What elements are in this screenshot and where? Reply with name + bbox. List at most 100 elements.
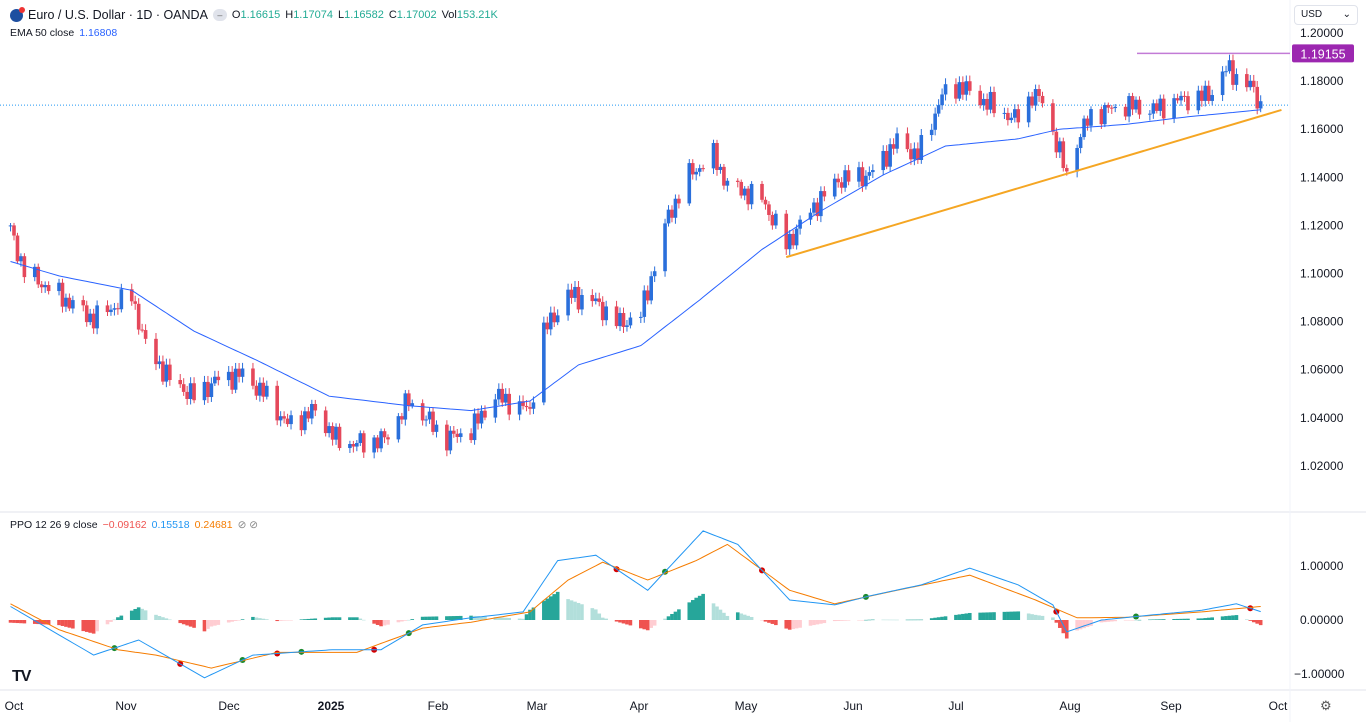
- ppo-histogram-bar: [787, 620, 792, 630]
- candle-body: [808, 212, 813, 220]
- settings-gear-icon[interactable]: ⚙: [1320, 698, 1332, 713]
- candle-body: [933, 113, 937, 130]
- ppo-histogram-bar: [240, 619, 245, 620]
- currency-select[interactable]: USD ⌄: [1294, 5, 1358, 25]
- ppo-histogram-bar: [355, 617, 359, 620]
- ppo-histogram-bar: [1206, 617, 1211, 620]
- ppo-histogram-bar: [639, 620, 643, 629]
- candle-body: [1123, 106, 1128, 117]
- candle-body: [12, 225, 16, 236]
- ppo-histogram-bar: [57, 620, 61, 626]
- candle-body: [375, 437, 380, 449]
- candle-body: [1182, 95, 1187, 97]
- time-axis-label: Oct: [5, 699, 24, 713]
- candle-body: [912, 148, 917, 160]
- candle-body: [967, 81, 972, 91]
- candle-body: [715, 143, 719, 171]
- ppo-histogram-bar: [379, 620, 383, 627]
- ppo-histogram-bar: [1002, 611, 1007, 620]
- ppo-histogram-bar: [306, 618, 311, 620]
- ppo-histogram-bar: [770, 620, 775, 624]
- support-trendline[interactable]: [785, 109, 1282, 259]
- ppo-histogram-bar: [154, 614, 158, 620]
- candle-body: [406, 393, 411, 407]
- candle-body: [285, 418, 290, 425]
- candle-body: [891, 144, 896, 149]
- ppo-histogram-bar: [767, 620, 771, 623]
- ppo-histogram-bar: [690, 600, 695, 620]
- candle-body: [981, 98, 986, 106]
- ppo-histogram-bar: [19, 620, 23, 624]
- ppo-histogram-bar: [694, 597, 699, 620]
- ppo-histogram-bar: [1137, 619, 1142, 621]
- candle-body: [264, 385, 269, 397]
- candle-body: [105, 305, 110, 313]
- ppo-histogram-bar: [929, 618, 934, 620]
- time-axis-label: Sep: [1160, 699, 1182, 713]
- ppo-histogram-bar: [673, 611, 678, 620]
- candle-body: [209, 383, 214, 398]
- tradingview-logo[interactable]: TV: [12, 668, 31, 685]
- candle-body: [1026, 96, 1031, 123]
- hidden-values-icon[interactable]: ⊘ ⊘: [237, 519, 259, 531]
- ppo-histogram-bar: [1082, 620, 1086, 629]
- ppo-histogram-bar: [448, 616, 453, 620]
- ppo-histogram-bar: [1227, 615, 1232, 620]
- candle-body: [140, 329, 144, 331]
- candle-body: [895, 133, 899, 149]
- ppo-histogram-bar: [136, 607, 141, 620]
- candle-body: [936, 105, 941, 114]
- candle-body: [1154, 103, 1159, 111]
- candle-body: [985, 98, 989, 110]
- ppo-histogram-bar: [843, 620, 847, 621]
- low-label: L: [337, 9, 345, 21]
- candle-body: [168, 364, 172, 381]
- ppo-signal-line[interactable]: [10, 543, 1261, 669]
- candle-body: [15, 235, 20, 262]
- candle-body: [1109, 107, 1114, 109]
- ppo-histogram-bar: [1006, 611, 1010, 620]
- ema-legend[interactable]: EMA 50 close 1.16808: [10, 27, 117, 39]
- ppo-histogram-bar: [116, 617, 120, 620]
- candle-body: [621, 313, 626, 327]
- ppo-line[interactable]: [10, 530, 1261, 679]
- ppo-histogram-bar: [964, 613, 969, 620]
- candle-body: [1009, 117, 1014, 121]
- candle-body: [909, 149, 913, 160]
- candle-body: [569, 289, 574, 298]
- ppo-histogram-bar: [891, 619, 896, 621]
- ppo-histogram-bar: [677, 609, 681, 620]
- ema-50-line[interactable]: [10, 109, 1261, 412]
- candle-body: [545, 322, 550, 330]
- ppo-histogram-bar: [1175, 618, 1180, 620]
- candle-body: [580, 295, 584, 310]
- ppo-histogram-bar: [337, 617, 342, 620]
- ppo-histogram-bar: [1196, 618, 1201, 620]
- symbol-title[interactable]: Euro / U.S. Dollar · 1D · OANDA: [28, 8, 208, 22]
- ppo-histogram-bar: [981, 612, 986, 620]
- candle-body: [774, 213, 778, 226]
- ppo-histogram-bar: [282, 620, 286, 621]
- candle-body: [625, 325, 629, 327]
- time-axis-label: Aug: [1059, 699, 1080, 713]
- ppo-hist-value: −0.09162: [102, 519, 147, 531]
- ppo-histogram-bar: [832, 620, 837, 622]
- candle-body: [22, 256, 27, 278]
- ppo-histogram-bar: [881, 619, 886, 621]
- candle-body: [1075, 147, 1079, 172]
- candle-body: [639, 316, 643, 318]
- candle-body: [1058, 141, 1062, 153]
- candle-body: [787, 233, 792, 250]
- collapse-icon[interactable]: –: [212, 9, 227, 21]
- ppo-histogram-bar: [1231, 615, 1235, 620]
- candle-body: [19, 256, 23, 262]
- price-axis-label: 1.04000: [1300, 411, 1344, 425]
- candle-body: [649, 276, 653, 301]
- candle-body: [313, 404, 318, 411]
- ppo-histogram-bar: [1033, 614, 1038, 620]
- candle-body: [185, 391, 189, 400]
- ppo-legend[interactable]: PPO 12 26 9 close −0.09162 0.15518 0.246…: [10, 519, 258, 531]
- candle-body: [181, 384, 186, 392]
- ppo-histogram-bar: [251, 616, 255, 620]
